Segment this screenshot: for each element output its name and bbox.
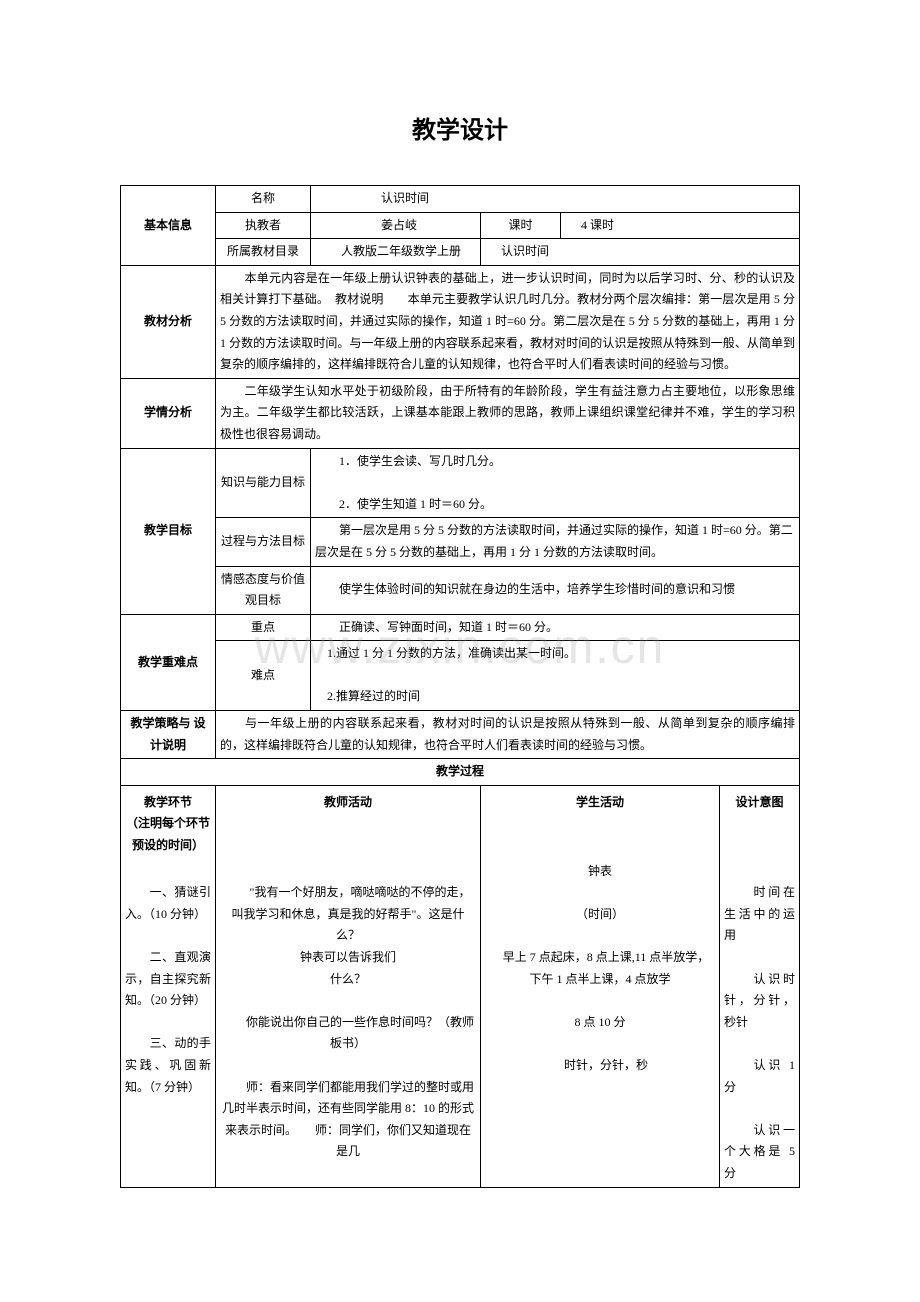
- field-period-value: 4 课时: [561, 212, 800, 239]
- proc-col2-body: "我有一个好朋友，嘀哒嘀哒的不停的走，叫我学习和休息，真是我的好帮手"。这是什么…: [216, 859, 481, 1187]
- table-row: 情感态度与价值观目标 使学生体验时间的知识就在身边的生活中，培养学生珍惜时间的意…: [121, 566, 800, 614]
- material-label: 教材分析: [121, 265, 216, 378]
- field-value: 认识时间: [481, 239, 800, 266]
- table-row: 所属教材目录 人教版二年级数学上册 认识时间: [121, 239, 800, 266]
- proc-col1-body: 一、猜谜引入。（10 分钟） 二、直观演示，自主探究新知。（20 分钟） 三、动…: [121, 859, 216, 1187]
- table-row: 教学重难点 重点 正确读、写钟面时间，知道 1 时＝60 分。: [121, 614, 800, 641]
- proc-col1-head: 教学环节 （注明每个环节预设的时间）: [121, 785, 216, 858]
- obj-process-label: 过程与方法目标: [216, 518, 311, 566]
- lesson-plan-table: 基本信息 名称 认识时间 执教者 姜占岐 课时 4 课时 所属教材目录 人教版二…: [120, 185, 800, 1188]
- page-title: 教学设计: [120, 110, 800, 145]
- keypoint-label: 重点: [216, 614, 311, 641]
- table-row: 学情分析 二年级学生认知水平处于初级阶段，由于所特有的年龄阶段，学生有益注意力占…: [121, 378, 800, 448]
- table-row: 执教者 姜占岐 课时 4 课时: [121, 212, 800, 239]
- table-row: 一、猜谜引入。（10 分钟） 二、直观演示，自主探究新知。（20 分钟） 三、动…: [121, 859, 800, 1187]
- obj-process-text: 第一层次是用 5 分 5 分数的方法读取时间，并通过实际的操作，知道 1 时=6…: [311, 518, 800, 566]
- proc-col4-body: 时间在生活中的运用 认识时针，分针，秒针 认识 1 分 认识一个大格是 5 分: [720, 859, 800, 1187]
- field-period-label: 课时: [481, 212, 561, 239]
- difficulty-label: 难点: [216, 641, 311, 711]
- table-row: 教学环节 （注明每个环节预设的时间） 教师活动 学生活动 设计意图: [121, 785, 800, 858]
- table-row: 教学策略与 设计说明 与一年级上册的内容联系起来看，教材对时间的认识是按照从特殊…: [121, 711, 800, 759]
- obj-knowledge-text: 1．使学生会读、写几时几分。 2．使学生知道 1 时＝60 分。: [311, 448, 800, 518]
- obj-attitude-label: 情感态度与价值观目标: [216, 566, 311, 614]
- keypoint-text: 正确读、写钟面时间，知道 1 时＝60 分。: [311, 614, 800, 641]
- field-name: 名称: [216, 186, 311, 213]
- table-row: 过程与方法目标 第一层次是用 5 分 5 分数的方法读取时间，并通过实际的操作，…: [121, 518, 800, 566]
- table-row: 难点 1.通过 1 分 1 分数的方法，准确读出某一时间。 2.推算经过的时间: [121, 641, 800, 711]
- table-row: 教学过程: [121, 759, 800, 786]
- table-row: 基本信息 名称 认识时间: [121, 186, 800, 213]
- process-header: 教学过程: [121, 759, 800, 786]
- field-value: 人教版二年级数学上册: [311, 239, 481, 266]
- field-teacher: 执教者: [216, 212, 311, 239]
- strategy-label: 教学策略与 设计说明: [121, 711, 216, 759]
- obj-attitude-text: 使学生体验时间的知识就在身边的生活中，培养学生珍惜时间的意识和习惯: [311, 566, 800, 614]
- proc-col3-body: 钟表 （时间） 早上 7 点起床，8 点上课,11 点半放学，下午 1 点半上课…: [481, 859, 720, 1187]
- table-row: 教材分析 本单元内容是在一年级上册认识钟表的基础上，进一步认识时间，同时为以后学…: [121, 265, 800, 378]
- strategy-text: 与一年级上册的内容联系起来看，教材对时间的认识是按照从特殊到一般、从简单到复杂的…: [216, 711, 800, 759]
- field-textbook: 所属教材目录: [216, 239, 311, 266]
- table-row: 教学目标 知识与能力目标 1．使学生会读、写几时几分。 2．使学生知道 1 时＝…: [121, 448, 800, 518]
- learner-text: 二年级学生认知水平处于初级阶段，由于所特有的年龄阶段，学生有益注意力占主要地位，…: [216, 378, 800, 448]
- learner-label: 学情分析: [121, 378, 216, 448]
- proc-col4-head: 设计意图: [720, 785, 800, 858]
- difficulty-text: 1.通过 1 分 1 分数的方法，准确读出某一时间。 2.推算经过的时间: [311, 641, 800, 711]
- proc-col3-head: 学生活动: [481, 785, 720, 858]
- basic-info-label: 基本信息: [121, 186, 216, 266]
- field-value: 认识时间: [311, 186, 800, 213]
- objectives-label: 教学目标: [121, 448, 216, 614]
- field-value: 姜占岐: [311, 212, 481, 239]
- proc-col2-head: 教师活动: [216, 785, 481, 858]
- obj-knowledge-label: 知识与能力目标: [216, 448, 311, 518]
- keypoints-label: 教学重难点: [121, 614, 216, 710]
- material-text: 本单元内容是在一年级上册认识钟表的基础上，进一步认识时间，同时为以后学习时、分、…: [216, 265, 800, 378]
